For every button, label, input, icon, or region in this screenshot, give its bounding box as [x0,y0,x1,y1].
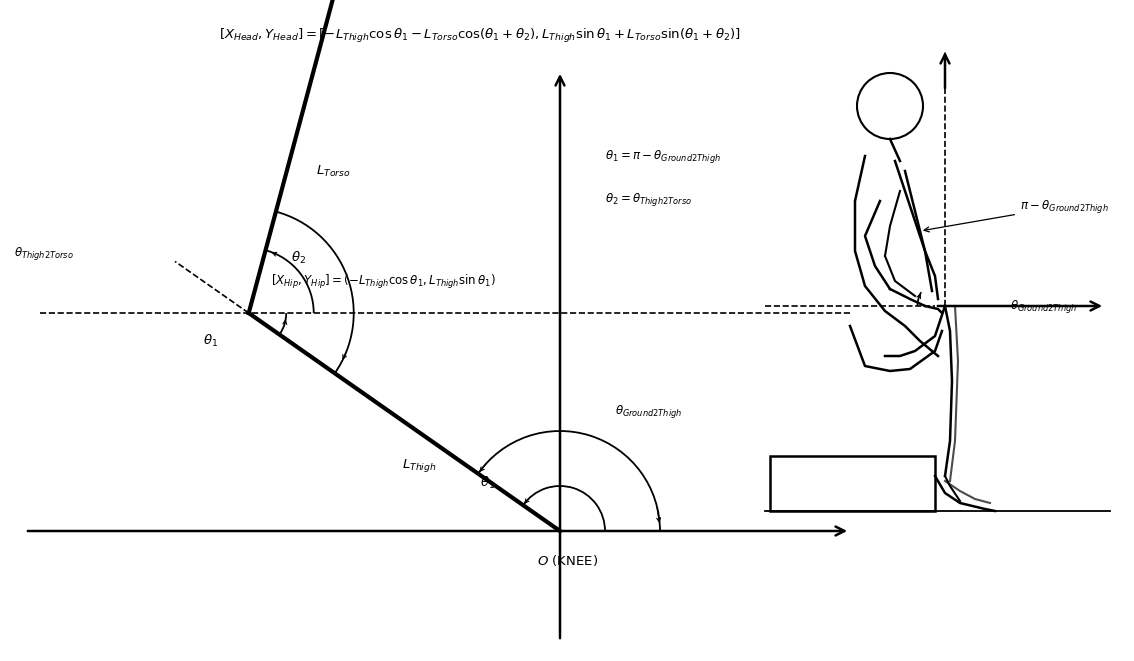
Bar [770,456,936,511]
Text: $[X_{Hip},Y_{Hip}]=(-L_{Thigh}\cos\theta_1, L_{Thigh}\sin\theta_1)$: $[X_{Hip},Y_{Hip}]=(-L_{Thigh}\cos\theta… [271,273,496,291]
Text: $\theta_2$: $\theta_2$ [291,250,306,266]
Text: $L_{Torso}$: $L_{Torso}$ [316,164,352,179]
Text: $\theta_1$: $\theta_1$ [203,333,218,349]
Text: $[X_{Head},Y_{Head}]=[-L_{Thigh}\cos\theta_1-L_{Torso}\cos(\theta_1+\theta_2),L_: $[X_{Head},Y_{Head}]=[-L_{Thigh}\cos\the… [219,27,741,45]
Text: $\theta_{Ground2Thigh}$: $\theta_{Ground2Thigh}$ [615,403,683,420]
Text: $L_{Thigh}$: $L_{Thigh}$ [403,457,437,474]
Text: $\theta_1$: $\theta_1$ [481,475,496,491]
Text: $\theta_1=\pi-\theta_{Ground2Thigh}$: $\theta_1=\pi-\theta_{Ground2Thigh}$ [606,147,721,165]
Text: $O$ (KNEE): $O$ (KNEE) [538,553,599,568]
Text: $\theta_{Ground2Thigh}$: $\theta_{Ground2Thigh}$ [1010,297,1077,315]
Text: $\theta_2=\theta_{Thigh2Torso}$: $\theta_2=\theta_{Thigh2Torso}$ [606,190,692,208]
Text: $\pi-\theta_{Ground2Thigh}$: $\pi-\theta_{Ground2Thigh}$ [924,198,1109,232]
Text: $\theta_{Thigh2Torso}$: $\theta_{Thigh2Torso}$ [14,245,74,262]
